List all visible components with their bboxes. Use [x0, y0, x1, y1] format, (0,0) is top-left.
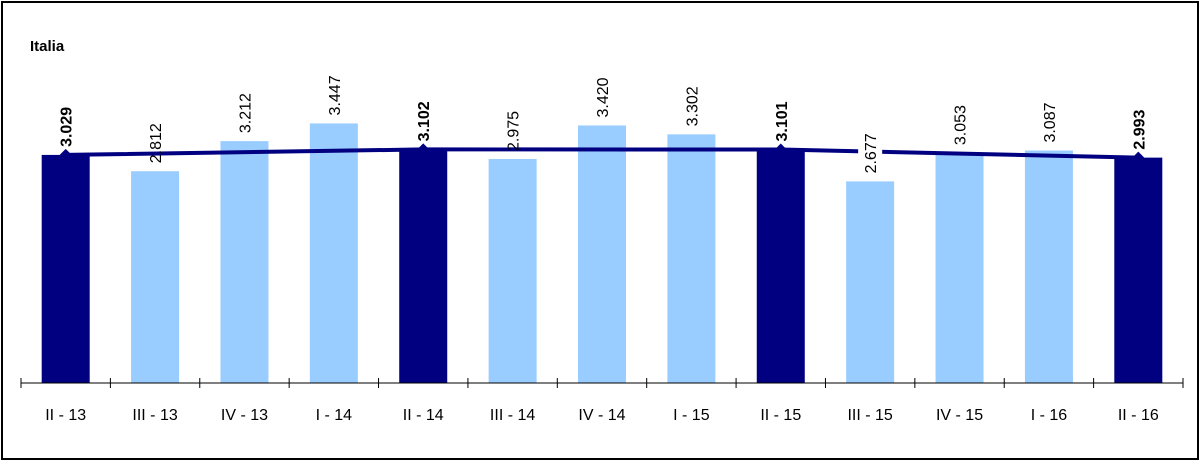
x-tick-label-iv-15: IV - 15 — [936, 407, 983, 424]
x-tick-label-iii-15: III - 15 — [847, 407, 892, 424]
data-label-ii-16: 2.993 — [1131, 109, 1148, 149]
x-tick-label-ii-16: II - 16 — [1118, 407, 1159, 424]
chart-title: Italia — [30, 38, 65, 55]
x-tick-label-iii-13: III - 13 — [132, 407, 177, 424]
bars-group — [41, 123, 1163, 383]
trend-marker-ii-14 — [417, 143, 430, 156]
trend-line-group — [59, 143, 1145, 164]
x-ticks-group: II - 13 III - 13 IV - 13 I - 14 II - 14 III -… — [20, 378, 1184, 424]
data-label-iii-15: 2.677 — [863, 133, 880, 173]
x-tick-label-i-16: I - 16 — [1031, 407, 1068, 424]
x-tick-label-i-14: I - 14 — [316, 407, 353, 424]
bar-i-15 — [667, 134, 716, 383]
data-label-i-14: 3.447 — [327, 75, 344, 115]
x-tick-label-iv-14: IV - 14 — [578, 407, 625, 424]
x-tick-label-iv-13: IV - 13 — [221, 407, 268, 424]
trend-marker-ii-15 — [774, 143, 787, 156]
bar-ii-16 — [1114, 157, 1163, 383]
trend-marker-ii-16 — [1132, 151, 1145, 164]
bar-iii-14 — [488, 158, 537, 383]
trend-line — [65, 147, 1139, 160]
x-tick-label-ii-13: II - 13 — [45, 407, 86, 424]
bar-ii-13 — [41, 154, 90, 383]
bar-iv-13 — [220, 141, 269, 383]
data-label-ii-13: 3.029 — [59, 107, 76, 147]
bar-iv-15 — [935, 153, 984, 383]
x-tick-label-ii-15: II - 15 — [760, 407, 801, 424]
bar-ii-14 — [399, 149, 448, 383]
data-label-i-15: 3.302 — [684, 86, 701, 126]
data-label-iii-14: 2.975 — [506, 111, 523, 151]
data-label-iv-14: 3.420 — [595, 77, 612, 117]
bar-i-16 — [1024, 150, 1073, 383]
bar-ii-15 — [756, 149, 805, 383]
data-labels-group: 3.029 2.812 3.212 3.447 3.102 2.975 3.420 3.302… — [59, 75, 1148, 178]
data-label-iv-15: 3.053 — [953, 105, 970, 145]
x-tick-label-i-15: I - 15 — [673, 407, 710, 424]
bar-iii-13 — [131, 171, 180, 383]
bar-i-14 — [309, 123, 358, 383]
bar-iv-14 — [578, 125, 626, 383]
bar-iii-15 — [846, 181, 895, 383]
data-label-i-16: 3.087 — [1042, 102, 1059, 142]
trend-marker-ii-13 — [59, 148, 72, 161]
data-label-iv-13: 3.212 — [237, 93, 254, 133]
x-tick-label-iii-14: III - 14 — [490, 407, 535, 424]
data-label-ii-15: 3.101 — [774, 101, 791, 141]
label-background — [858, 131, 883, 178]
data-label-iii-13: 2.812 — [148, 123, 165, 163]
x-tick-label-ii-14: II - 14 — [403, 407, 444, 424]
data-label-ii-14: 3.102 — [416, 101, 433, 141]
